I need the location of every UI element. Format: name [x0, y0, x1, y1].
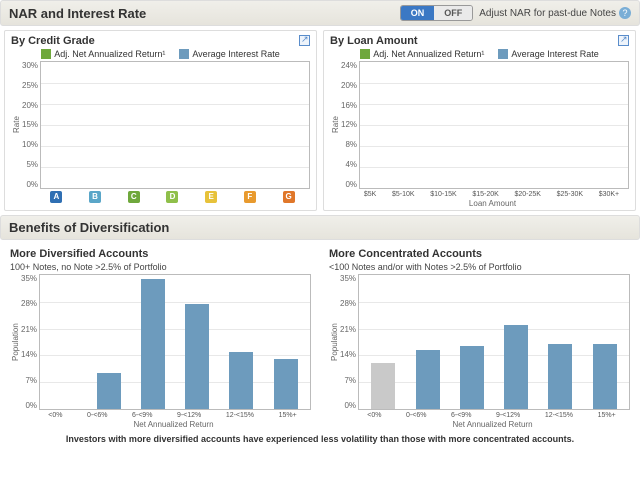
help-icon[interactable]: ? — [619, 7, 631, 19]
plot-area — [358, 274, 630, 410]
y-axis-label: Population — [329, 274, 340, 410]
expand-icon[interactable] — [299, 35, 310, 46]
y-axis: 24%20%16%12%8%4%0% — [341, 61, 359, 189]
panel-title: More Concentrated Accounts — [329, 248, 630, 260]
chart-loan: Rate 24%20%16%12%8%4%0% — [330, 61, 629, 189]
x-axis: <0%0-<6%6-<9%9-<12%12-<15%15%+ — [329, 412, 630, 419]
section-title: NAR and Interest Rate — [9, 6, 400, 21]
chart-concentrated: Population 35%28%21%14%7%0% — [329, 274, 630, 410]
panel-title: By Credit Grade — [11, 35, 310, 47]
y-axis: 35%28%21%14%7%0% — [340, 274, 358, 410]
nar-adjust-toggle[interactable]: ON OFF — [400, 5, 474, 21]
x-axis: <0%0-<6%6-<9%9-<12%12-<15%15%+ — [10, 412, 311, 419]
expand-icon[interactable] — [618, 35, 629, 46]
panel-diversified: More Diversified Accounts 100+ Notes, no… — [4, 244, 317, 431]
legend: Adj. Net Annualized Return¹ Average Inte… — [11, 49, 310, 59]
toggle-off[interactable]: OFF — [434, 6, 472, 20]
panel-title: By Loan Amount — [330, 35, 629, 47]
x-axis-label: Net Annualized Return — [10, 420, 311, 429]
y-axis-label: Population — [10, 274, 21, 410]
legend-item: Average Interest Rate — [511, 49, 598, 59]
chart-diversified: Population 35%28%21%14%7%0% — [10, 274, 311, 410]
panel-subtitle: <100 Notes and/or with Notes >2.5% of Po… — [329, 262, 630, 272]
adjust-label: Adjust NAR for past-due Notes — [479, 8, 616, 19]
y-axis-label: Rate — [11, 61, 22, 189]
footnote: Investors with more diversified accounts… — [0, 431, 640, 447]
legend-item: Average Interest Rate — [192, 49, 279, 59]
section-header-diversification: Benefits of Diversification — [0, 215, 640, 240]
toggle-on[interactable]: ON — [401, 6, 435, 20]
plot-area — [40, 61, 310, 189]
panel-concentrated: More Concentrated Accounts <100 Notes an… — [323, 244, 636, 431]
chart-credit: Rate 30%25%20%15%10%5%0% — [11, 61, 310, 189]
panel-loan-amount: By Loan Amount Adj. Net Annualized Retur… — [323, 30, 636, 211]
plot-area — [39, 274, 311, 410]
charts-row-1: By Credit Grade Adj. Net Annualized Retu… — [0, 26, 640, 211]
x-axis: $5K$5-10K$10-15K$15-20K$20-25K$25-30K$30… — [330, 191, 629, 198]
panel-credit-grade: By Credit Grade Adj. Net Annualized Retu… — [4, 30, 317, 211]
x-axis-label: Net Annualized Return — [329, 420, 630, 429]
legend-item: Adj. Net Annualized Return¹ — [54, 49, 165, 59]
y-axis: 30%25%20%15%10%5%0% — [22, 61, 40, 189]
panel-subtitle: 100+ Notes, no Note >2.5% of Portfolio — [10, 262, 311, 272]
plot-area — [359, 61, 629, 189]
charts-row-2: More Diversified Accounts 100+ Notes, no… — [0, 240, 640, 431]
legend: Adj. Net Annualized Return¹ Average Inte… — [330, 49, 629, 59]
legend-item: Adj. Net Annualized Return¹ — [373, 49, 484, 59]
section-title: Benefits of Diversification — [9, 220, 631, 235]
x-axis-label: Loan Amount — [330, 199, 629, 208]
y-axis: 35%28%21%14%7%0% — [21, 274, 39, 410]
section-header-nar: NAR and Interest Rate ON OFF Adjust NAR … — [0, 0, 640, 26]
x-axis: ABCDEFG — [11, 191, 310, 203]
panel-title: More Diversified Accounts — [10, 248, 311, 260]
y-axis-label: Rate — [330, 61, 341, 189]
